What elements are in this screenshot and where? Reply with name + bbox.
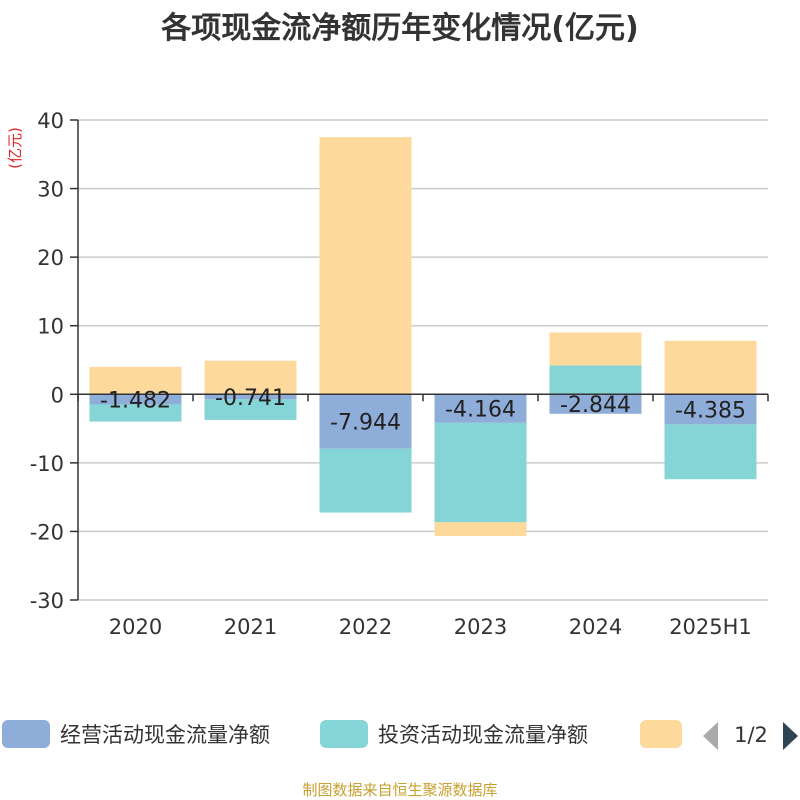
bar-2-2022[interactable] xyxy=(319,448,412,513)
bar-3-2025H1[interactable] xyxy=(664,340,757,395)
y-tick-label: -20 xyxy=(30,520,64,544)
legend-prev-arrow-icon[interactable] xyxy=(703,722,718,750)
x-tick-label: 2024 xyxy=(569,615,622,639)
y-tick-label: 0 xyxy=(51,383,64,407)
y-tick-label: 10 xyxy=(37,315,64,339)
y-tick-label: 40 xyxy=(37,109,64,133)
bar-2-2024[interactable] xyxy=(549,365,642,395)
axes: 40 30 20 10 0 -10 -20 -30 2020 2021 2022 2023 2024 20… xyxy=(30,109,769,639)
legend: 经营活动现金流量净额 投资活动现金流量净额 1/2 xyxy=(2,720,798,750)
bars xyxy=(89,137,757,536)
data-label: -7.944 xyxy=(330,411,401,436)
y-axis-unit: (亿元) xyxy=(6,127,24,169)
data-label: -2.844 xyxy=(560,393,631,418)
data-source: 制图数据来自恒生聚源数据库 xyxy=(302,781,497,799)
x-tick-label: 2021 xyxy=(224,615,277,639)
y-tick-label: 20 xyxy=(37,246,64,270)
x-tick-label: 2020 xyxy=(109,615,162,639)
bar-3-2021[interactable] xyxy=(204,360,297,395)
x-tick-label: 2022 xyxy=(339,615,392,639)
bar-2-2021[interactable] xyxy=(204,399,297,420)
bar-3-2023[interactable] xyxy=(434,522,527,536)
data-label: -0.741 xyxy=(215,386,286,411)
bar-3-2024[interactable] xyxy=(549,332,642,366)
bar-1-2021[interactable] xyxy=(204,394,297,400)
bar-1-2020[interactable] xyxy=(89,394,182,405)
grid-lines xyxy=(78,119,768,601)
data-label: -4.385 xyxy=(675,398,746,423)
x-tick-label: 2025H1 xyxy=(669,615,752,639)
bar-2-2020[interactable] xyxy=(89,404,182,422)
bar-1-2022[interactable] xyxy=(319,394,412,449)
bar-3-2020[interactable] xyxy=(89,366,182,395)
y-tick-label: -30 xyxy=(30,589,64,613)
y-tick-label: -10 xyxy=(30,452,64,476)
chart-title: 各项现金流净额历年变化情况(亿元) xyxy=(160,11,638,46)
y-tick-label: 30 xyxy=(37,178,64,202)
bar-1-2023[interactable] xyxy=(434,394,527,423)
bar-1-2025H1[interactable] xyxy=(664,394,757,425)
legend-label-operating[interactable]: 经营活动现金流量净额 xyxy=(60,723,270,747)
legend-swatch-investing[interactable] xyxy=(320,720,368,748)
legend-swatch-operating[interactable] xyxy=(2,720,50,748)
bar-3-2022[interactable] xyxy=(319,137,412,395)
legend-next-arrow-icon[interactable] xyxy=(783,722,798,750)
legend-label-investing[interactable]: 投资活动现金流量净额 xyxy=(378,723,588,747)
bar-2-2025H1[interactable] xyxy=(664,424,757,480)
legend-page-indicator: 1/2 xyxy=(734,723,768,747)
data-labels: -1.482 -0.741 -7.944 -4.164 -2.844 -4.385 xyxy=(100,386,746,436)
data-label: -4.164 xyxy=(445,398,516,423)
bar-2-2023[interactable] xyxy=(434,422,527,523)
legend-swatch-financing[interactable] xyxy=(640,720,682,748)
data-label: -1.482 xyxy=(100,388,171,413)
x-tick-label: 2023 xyxy=(454,615,507,639)
bar-1-2024[interactable] xyxy=(549,394,642,414)
